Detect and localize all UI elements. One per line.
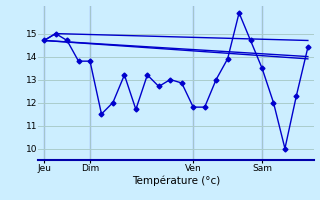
X-axis label: Température (°c): Température (°c)	[132, 176, 220, 186]
